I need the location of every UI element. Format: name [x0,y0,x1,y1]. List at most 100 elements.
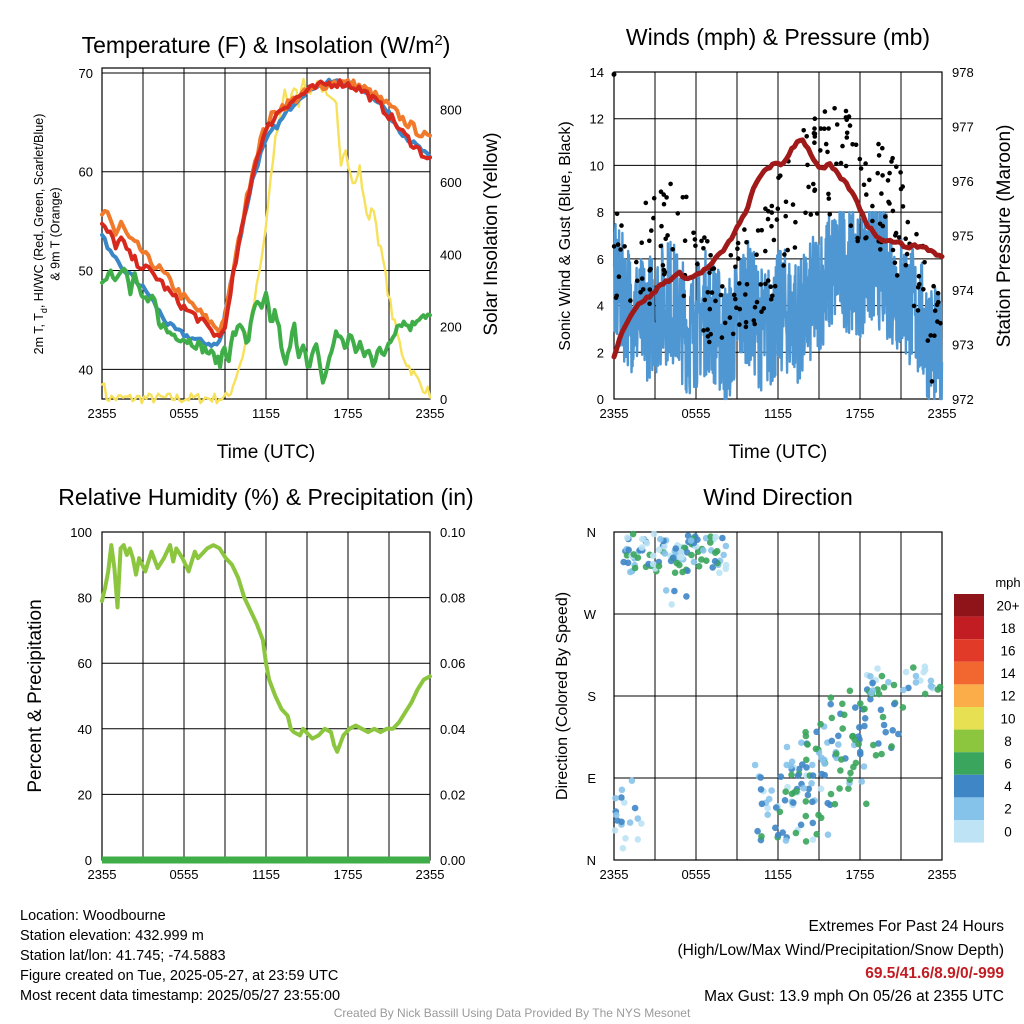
temp-y-right-tick-label: 400 [440,247,462,262]
gust-point [867,177,872,183]
colorbar-label: 20+ [997,598,1020,613]
gust-point [754,252,759,257]
gust-point [705,239,710,244]
gust-point [778,173,783,178]
temp-x-tick-label: 2355 [416,406,445,421]
gust-point [647,287,653,292]
gust-point [929,379,935,384]
direction-point [757,774,764,781]
direction-point [649,552,657,559]
direction-point [611,827,619,834]
gust-point [887,170,892,176]
temp-x-tick-label: 2355 [88,406,117,421]
direction-point [781,797,789,804]
gust-point [932,333,937,339]
station-pressure-line [611,137,945,360]
direction-point [857,700,864,707]
temp-y-right-tick-label: 200 [440,320,462,335]
temp-y-right-tick-label: 600 [440,175,462,190]
gust-point [639,240,644,245]
direction-point [879,713,887,721]
direction-point [824,831,832,838]
direction-point [707,533,714,540]
direction-point [661,550,669,557]
gust-point [758,282,763,287]
direction-point [880,684,888,691]
gust-point [935,319,940,324]
winds-y-axis-label: Sonic Wind & Gust (Blue, Black) [557,121,574,350]
gust-point [847,123,853,128]
direction-point [817,785,825,793]
winds-y-right-tick-label: 972 [952,392,974,407]
gust-point [812,140,817,145]
gust-point [731,292,737,298]
gust-point [665,233,670,238]
direction-point [688,551,695,559]
direction-point [878,750,885,758]
gust-point [886,199,891,205]
rh-y-tick-label: 0 [85,853,92,868]
gust-point [843,163,849,169]
gust-point [928,333,933,338]
direction-point [624,559,632,567]
gust-point [661,201,667,207]
gust-point [634,259,639,265]
direction-point [804,741,811,748]
gust-point [935,290,941,296]
direction-point [805,785,813,793]
gust-point [611,244,617,249]
direction-point [788,790,796,798]
gust-point [850,142,855,147]
direction-point [927,677,935,685]
direction-point [921,690,929,698]
gust-point [648,266,653,272]
direction-point [839,700,846,708]
gust-point [894,164,899,169]
gust-point [826,126,831,131]
direction-point [836,785,843,792]
direction-point [782,788,789,795]
direction-point [878,672,886,680]
direction-point [638,544,646,551]
direction-point [764,811,771,818]
direction-point [625,546,632,554]
colorbar-swatch [954,594,984,617]
gust-point [769,224,774,229]
gust-point [812,188,817,193]
winds-y-tick-label: 12 [590,112,604,127]
rh-y-right-tick-label: 0.06 [440,656,465,671]
winds-y-right-tick-label: 976 [952,174,974,189]
gust-point [733,296,738,302]
direction-point [885,678,892,686]
direction-point [863,800,870,808]
direction-point [921,663,929,670]
gust-point [735,256,741,261]
gust-point [876,141,881,147]
direction-point [869,679,876,687]
gust-point [684,194,689,200]
gust-point [693,243,698,249]
direction-point [868,689,875,697]
gust-point [801,128,806,133]
direction-point [720,551,727,559]
winds-y-right-tick-label: 973 [952,338,974,353]
gust-point [857,156,863,162]
direction-point [683,593,690,600]
gust-point [903,236,908,241]
gust-point [785,247,790,253]
winds-y-tick-label: 14 [590,65,604,80]
gust-point [733,264,738,270]
gust-point [853,142,859,148]
direction-point [851,736,859,743]
winds-y-right-tick-label: 977 [952,120,974,135]
direction-point [671,569,679,576]
rh-y-right-tick-label: 0.04 [440,722,465,737]
direction-point [837,767,844,774]
direction-point [772,824,779,832]
rh-y-right-tick-label: 0.00 [440,853,465,868]
temp-title: Temperature (F) & Insolation (W/m2) [82,32,451,59]
gust-point [743,324,749,330]
dir-x-tick-label: 2355 [928,867,957,882]
direction-point [835,741,842,748]
winds-y-right-tick-label: 974 [952,283,974,298]
